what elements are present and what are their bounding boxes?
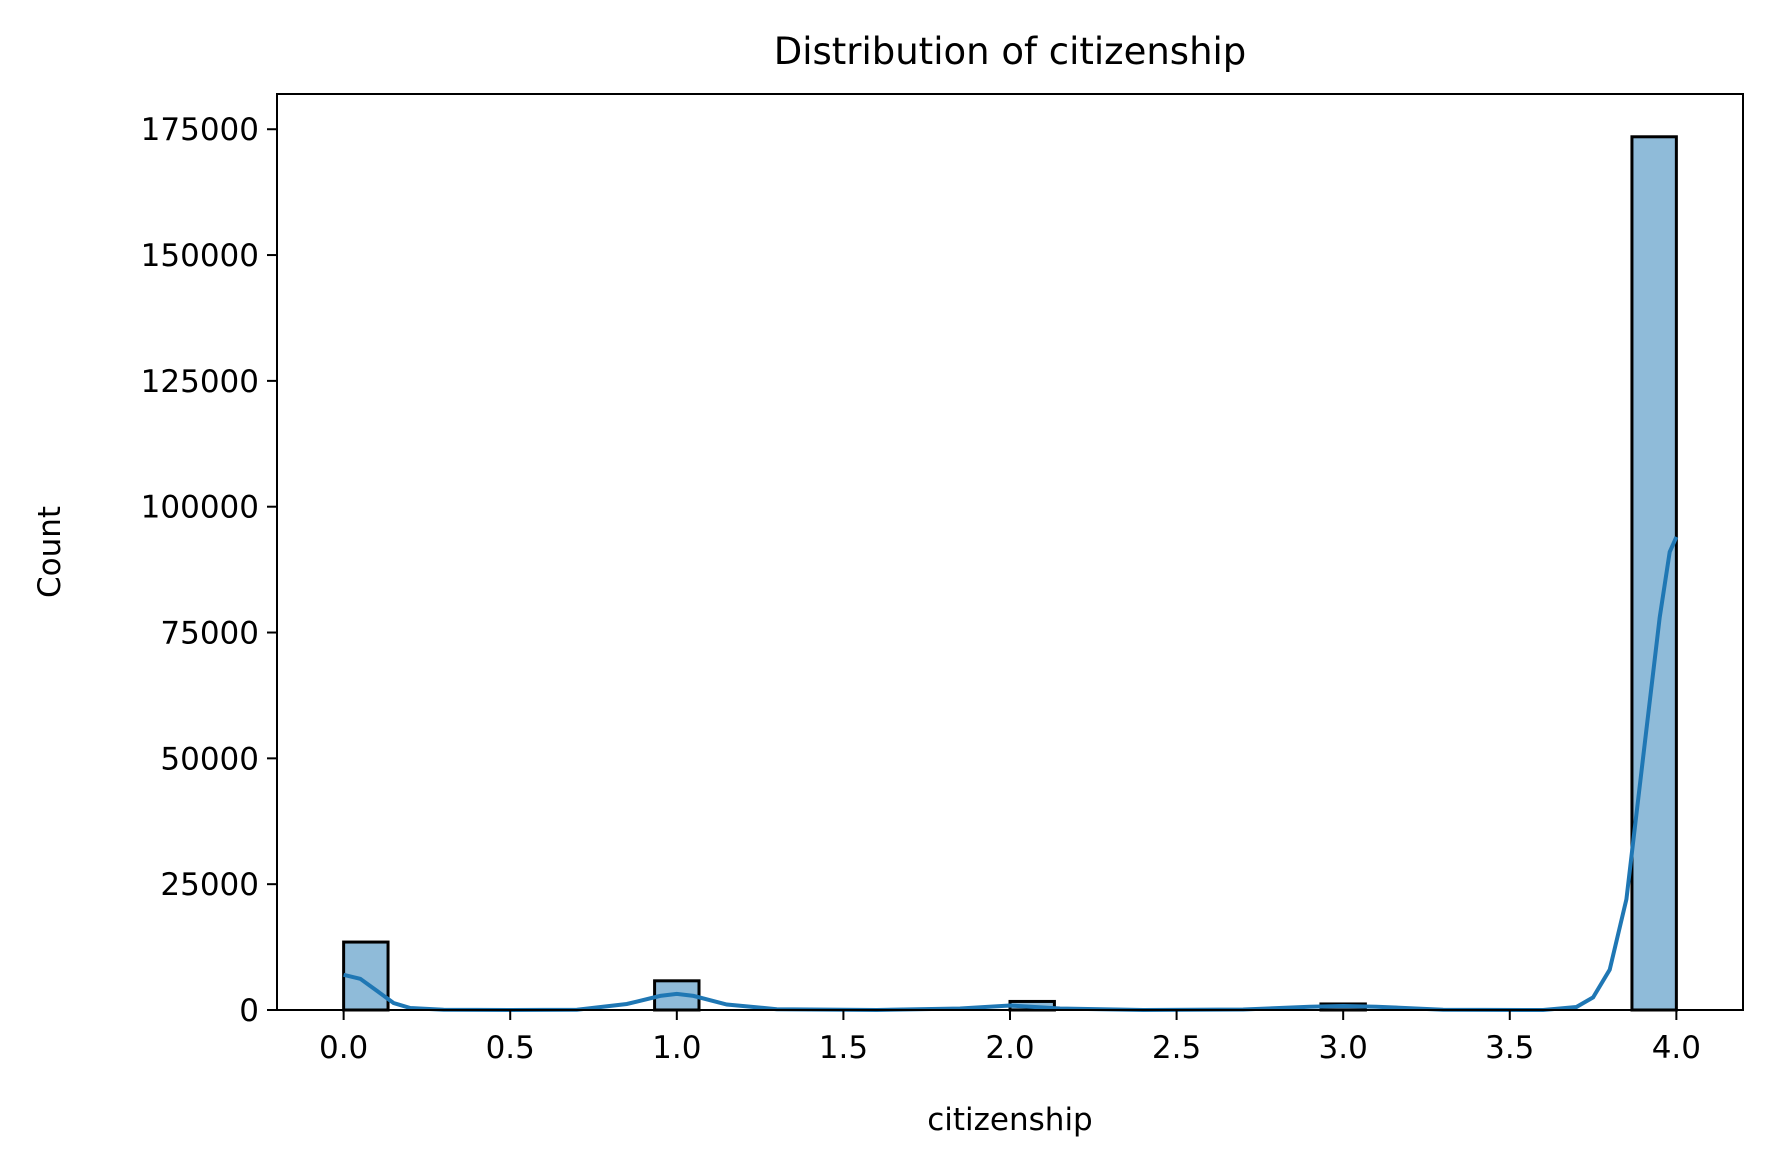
y-axis-label: Count: [32, 506, 68, 598]
y-tick-label-2: 50000: [160, 741, 259, 777]
x-tick-label-7: 3.5: [1485, 1030, 1534, 1066]
x-tick-label-5: 2.5: [1152, 1030, 1201, 1066]
y-tick-label-1: 25000: [160, 867, 259, 903]
x-tick-label-3: 1.5: [819, 1030, 868, 1066]
y-tick-label-6: 150000: [141, 238, 259, 274]
histogram-bars: [342, 135, 1678, 1012]
y-tick-label-3: 75000: [160, 616, 259, 652]
y-tick-label-7: 175000: [141, 112, 259, 148]
y-tick-label-0: 0: [239, 993, 259, 1029]
kde-line: [343, 536, 1679, 1013]
x-tick-label-8: 4.0: [1652, 1030, 1701, 1066]
x-tick-label-1: 0.5: [486, 1030, 535, 1066]
y-tick-label-5: 125000: [141, 364, 259, 400]
histogram-bar-4: [1630, 135, 1678, 1012]
x-axis-label: citizenship: [927, 1102, 1093, 1138]
y-axis-ticks: 0 25000 50000 75000 100000 125000 150000 175000: [141, 112, 277, 1029]
x-tick-label-6: 3.0: [1319, 1030, 1368, 1066]
chart-title: Distribution of citizenship: [774, 30, 1247, 73]
x-tick-label-4: 2.0: [985, 1030, 1034, 1066]
y-tick-label-4: 100000: [141, 490, 259, 526]
x-tick-label-2: 1.0: [652, 1030, 701, 1066]
x-tick-label-0: 0.0: [319, 1030, 368, 1066]
x-axis-ticks: 0.0 0.5 1.0 1.5 2.0 2.5 3.0 3.5 4.0: [319, 1010, 1701, 1066]
plot-frame: [276, 93, 1744, 1011]
